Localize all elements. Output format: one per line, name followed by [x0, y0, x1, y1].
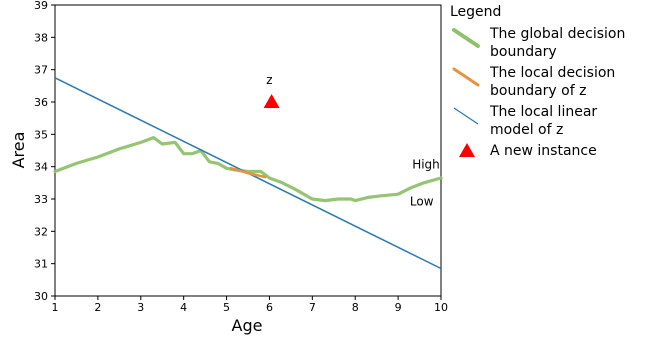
local-decision-boundary-line: [229, 167, 267, 179]
y-tick-label: 33: [34, 193, 48, 206]
legend-label: The local linear model of z: [490, 104, 598, 138]
legend-label: The global decision boundary: [490, 26, 626, 60]
y-tick-label: 31: [34, 258, 48, 271]
y-axis-label: Area: [9, 132, 28, 169]
y-tick-label: 36: [34, 96, 48, 109]
x-axis-label: Age: [232, 316, 263, 335]
y-tick-label: 34: [34, 161, 48, 174]
new-instance-marker: [263, 94, 280, 108]
x-tick-label: 2: [94, 301, 101, 314]
y-tick-label: 32: [34, 225, 48, 238]
x-tick-label: 1: [52, 301, 59, 314]
legend-item-new-instance: A new instance: [450, 141, 648, 161]
x-tick-label: 6: [266, 301, 273, 314]
annotation-low: Low: [410, 194, 434, 208]
x-tick-label: 10: [434, 301, 448, 314]
annotation-high: High: [412, 157, 440, 171]
y-tick-label: 38: [34, 31, 48, 44]
y-tick-label: 37: [34, 64, 48, 77]
y-tick-label: 35: [34, 128, 48, 141]
annotation-z: z: [266, 73, 272, 87]
legend-label: The local decision boundary of z: [490, 65, 616, 99]
legend-item-local-linear-model: The local linear model of z: [450, 102, 648, 139]
legend-item-local-boundary: The local decision boundary of z: [450, 63, 648, 100]
x-tick-label: 7: [309, 301, 316, 314]
legend: Legend The global decision boundary The …: [450, 4, 648, 163]
legend-swatch-new-instance: [459, 143, 475, 157]
x-tick-label: 3: [137, 301, 144, 314]
y-tick-label: 30: [34, 290, 48, 303]
global-decision-boundary-line: [53, 136, 443, 203]
x-tick-label: 5: [223, 301, 230, 314]
legend-swatch-global-boundary: [452, 28, 480, 48]
legend-swatch-local-boundary: [452, 67, 480, 87]
legend-label: A new instance: [490, 143, 597, 159]
plot-frame: [54, 4, 442, 297]
legend-title: Legend: [450, 4, 502, 20]
x-tick-label: 9: [395, 301, 402, 314]
y-tick-label: 39: [34, 0, 48, 12]
x-tick-label: 8: [352, 301, 359, 314]
legend-swatch-local-linear-model: [453, 107, 479, 125]
legend-item-global-boundary: The global decision boundary: [450, 24, 648, 61]
x-tick-label: 4: [180, 301, 187, 314]
